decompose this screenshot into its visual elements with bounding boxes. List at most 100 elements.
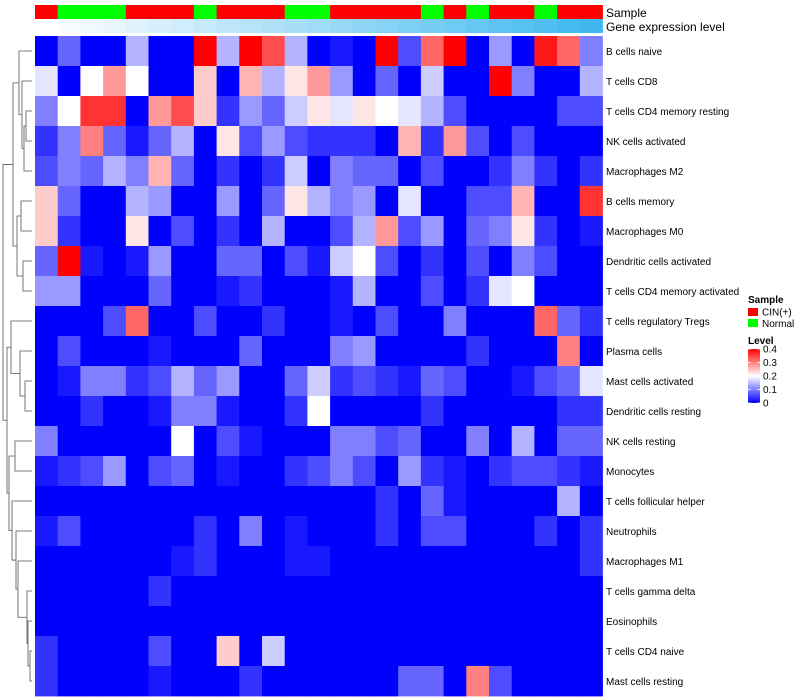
heatmap-cell (352, 366, 376, 397)
heatmap-cell (284, 486, 308, 517)
heatmap-cell (80, 366, 104, 397)
sample-legend: Sample CIN(+) Normal (748, 295, 794, 330)
expression-annotation-cell (193, 19, 217, 33)
heatmap-cell (511, 246, 535, 277)
heatmap-cell (148, 636, 172, 667)
heatmap-cell (307, 666, 331, 697)
heatmap-cell (330, 636, 354, 667)
heatmap-cell (35, 666, 59, 697)
expression-annotation-cell (284, 19, 308, 33)
heatmap-cell (171, 576, 195, 607)
heatmap-cell (398, 276, 422, 307)
heatmap-cell (239, 66, 263, 97)
heatmap-cell (103, 66, 127, 97)
heatmap-cell (420, 216, 444, 247)
heatmap-cell (398, 396, 422, 427)
sample-legend-swatch-normal (748, 319, 758, 327)
heatmap-cell (489, 186, 513, 217)
heatmap-cell (352, 66, 376, 97)
heatmap-cell (80, 156, 104, 187)
heatmap-cell (443, 186, 467, 217)
heatmap-cell (489, 216, 513, 247)
heatmap-cell (35, 276, 59, 307)
heatmap-cell (420, 636, 444, 667)
heatmap-cell (489, 636, 513, 667)
heatmap-cell (375, 126, 399, 157)
heatmap-cell (239, 516, 263, 547)
expression-annotation-cell (466, 19, 490, 33)
expression-annotation-cell (80, 19, 104, 33)
heatmap-cell (579, 426, 603, 457)
heatmap-cell (35, 336, 59, 367)
heatmap-cell (466, 366, 490, 397)
heatmap-cell (534, 636, 558, 667)
sample-annotation-cell (193, 5, 217, 19)
heatmap-cell (262, 546, 286, 577)
heatmap-cell (80, 276, 104, 307)
heatmap-cell (443, 216, 467, 247)
heatmap-cell (466, 66, 490, 97)
heatmap-cell (330, 516, 354, 547)
sample-annotation-cell (534, 5, 558, 19)
heatmap-cell (307, 366, 331, 397)
heatmap-cell (125, 426, 149, 457)
heatmap-cell (307, 36, 331, 67)
heatmap-cell (216, 36, 240, 67)
heatmap-cell (216, 366, 240, 397)
heatmap-cell (262, 456, 286, 487)
heatmap-cell (80, 486, 104, 517)
heatmap-cell (557, 306, 581, 337)
heatmap-cell (171, 396, 195, 427)
heatmap-cell (262, 246, 286, 277)
heatmap-cell (125, 246, 149, 277)
heatmap-cell (466, 546, 490, 577)
heatmap-cell (125, 456, 149, 487)
heatmap-cell (307, 126, 331, 157)
heatmap-cell (171, 306, 195, 337)
heatmap-cell (375, 96, 399, 127)
heatmap-cell (489, 36, 513, 67)
row-label: T cells CD8 (606, 77, 658, 88)
heatmap-cell (80, 396, 104, 427)
heatmap-cell (330, 486, 354, 517)
heatmap-cell (216, 516, 240, 547)
heatmap-cell (420, 306, 444, 337)
heatmap-cell (148, 96, 172, 127)
heatmap-cell (557, 606, 581, 637)
heatmap-cell (57, 516, 81, 547)
heatmap-cell (398, 426, 422, 457)
heatmap-cell (239, 336, 263, 367)
heatmap-cell (193, 366, 217, 397)
heatmap-cell (262, 36, 286, 67)
heatmap-cell (284, 276, 308, 307)
heatmap-cell (125, 156, 149, 187)
heatmap-cell (103, 336, 127, 367)
level-legend: Level 0.4 0.3 0.2 0.1 0 (748, 336, 777, 410)
heatmap-cell (216, 66, 240, 97)
expression-annotation-cell (352, 19, 376, 33)
heatmap-cell (534, 246, 558, 277)
heatmap-cell (307, 246, 331, 277)
heatmap-cell (125, 336, 149, 367)
heatmap-cell (284, 546, 308, 577)
heatmap-cell (534, 96, 558, 127)
heatmap-cell (511, 606, 535, 637)
dendrogram-branch (2, 164, 13, 421)
row-label: Macrophages M1 (606, 557, 684, 568)
heatmap-cell (239, 186, 263, 217)
heatmap-cell (557, 156, 581, 187)
heatmap-cell (57, 156, 81, 187)
dendrogram-branch (23, 125, 32, 172)
heatmap-cell (239, 216, 263, 247)
heatmap-cell (489, 246, 513, 277)
heatmap-cell (307, 516, 331, 547)
dendrogram-branch (21, 80, 32, 149)
heatmap-cell (125, 126, 149, 157)
heatmap-cell (103, 306, 127, 337)
heatmap-cell (35, 456, 59, 487)
heatmap-cell (443, 456, 467, 487)
heatmap-cell (579, 456, 603, 487)
heatmap-cell (80, 246, 104, 277)
heatmap-cell (57, 96, 81, 127)
annotation-expression-track (35, 19, 603, 33)
